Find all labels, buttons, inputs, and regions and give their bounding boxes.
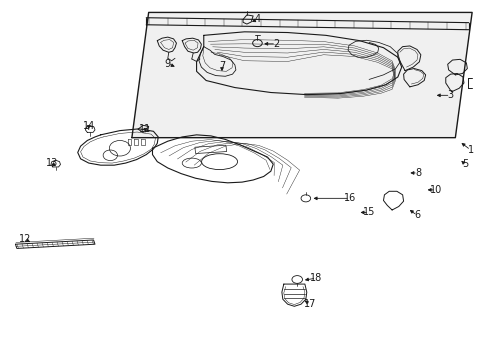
Text: 14: 14 [82, 121, 95, 131]
Bar [195, 145, 226, 154]
Text: 7: 7 [219, 61, 224, 71]
Text: 4: 4 [254, 14, 260, 24]
Text: 12: 12 [19, 234, 31, 244]
Text: 5: 5 [461, 159, 467, 169]
Text: 15: 15 [362, 207, 374, 217]
Text: 9: 9 [164, 59, 170, 68]
Text: 11: 11 [139, 124, 151, 134]
Text: 18: 18 [309, 273, 322, 283]
Text: 2: 2 [272, 39, 279, 49]
Text: 13: 13 [46, 158, 58, 168]
Text: 8: 8 [414, 168, 420, 178]
Text: 17: 17 [304, 299, 316, 309]
Text: 3: 3 [447, 90, 453, 100]
Polygon shape [132, 12, 471, 138]
Text: 16: 16 [343, 193, 355, 203]
Text: 6: 6 [413, 210, 419, 220]
Text: 10: 10 [429, 185, 442, 195]
Text: 1: 1 [467, 145, 473, 155]
